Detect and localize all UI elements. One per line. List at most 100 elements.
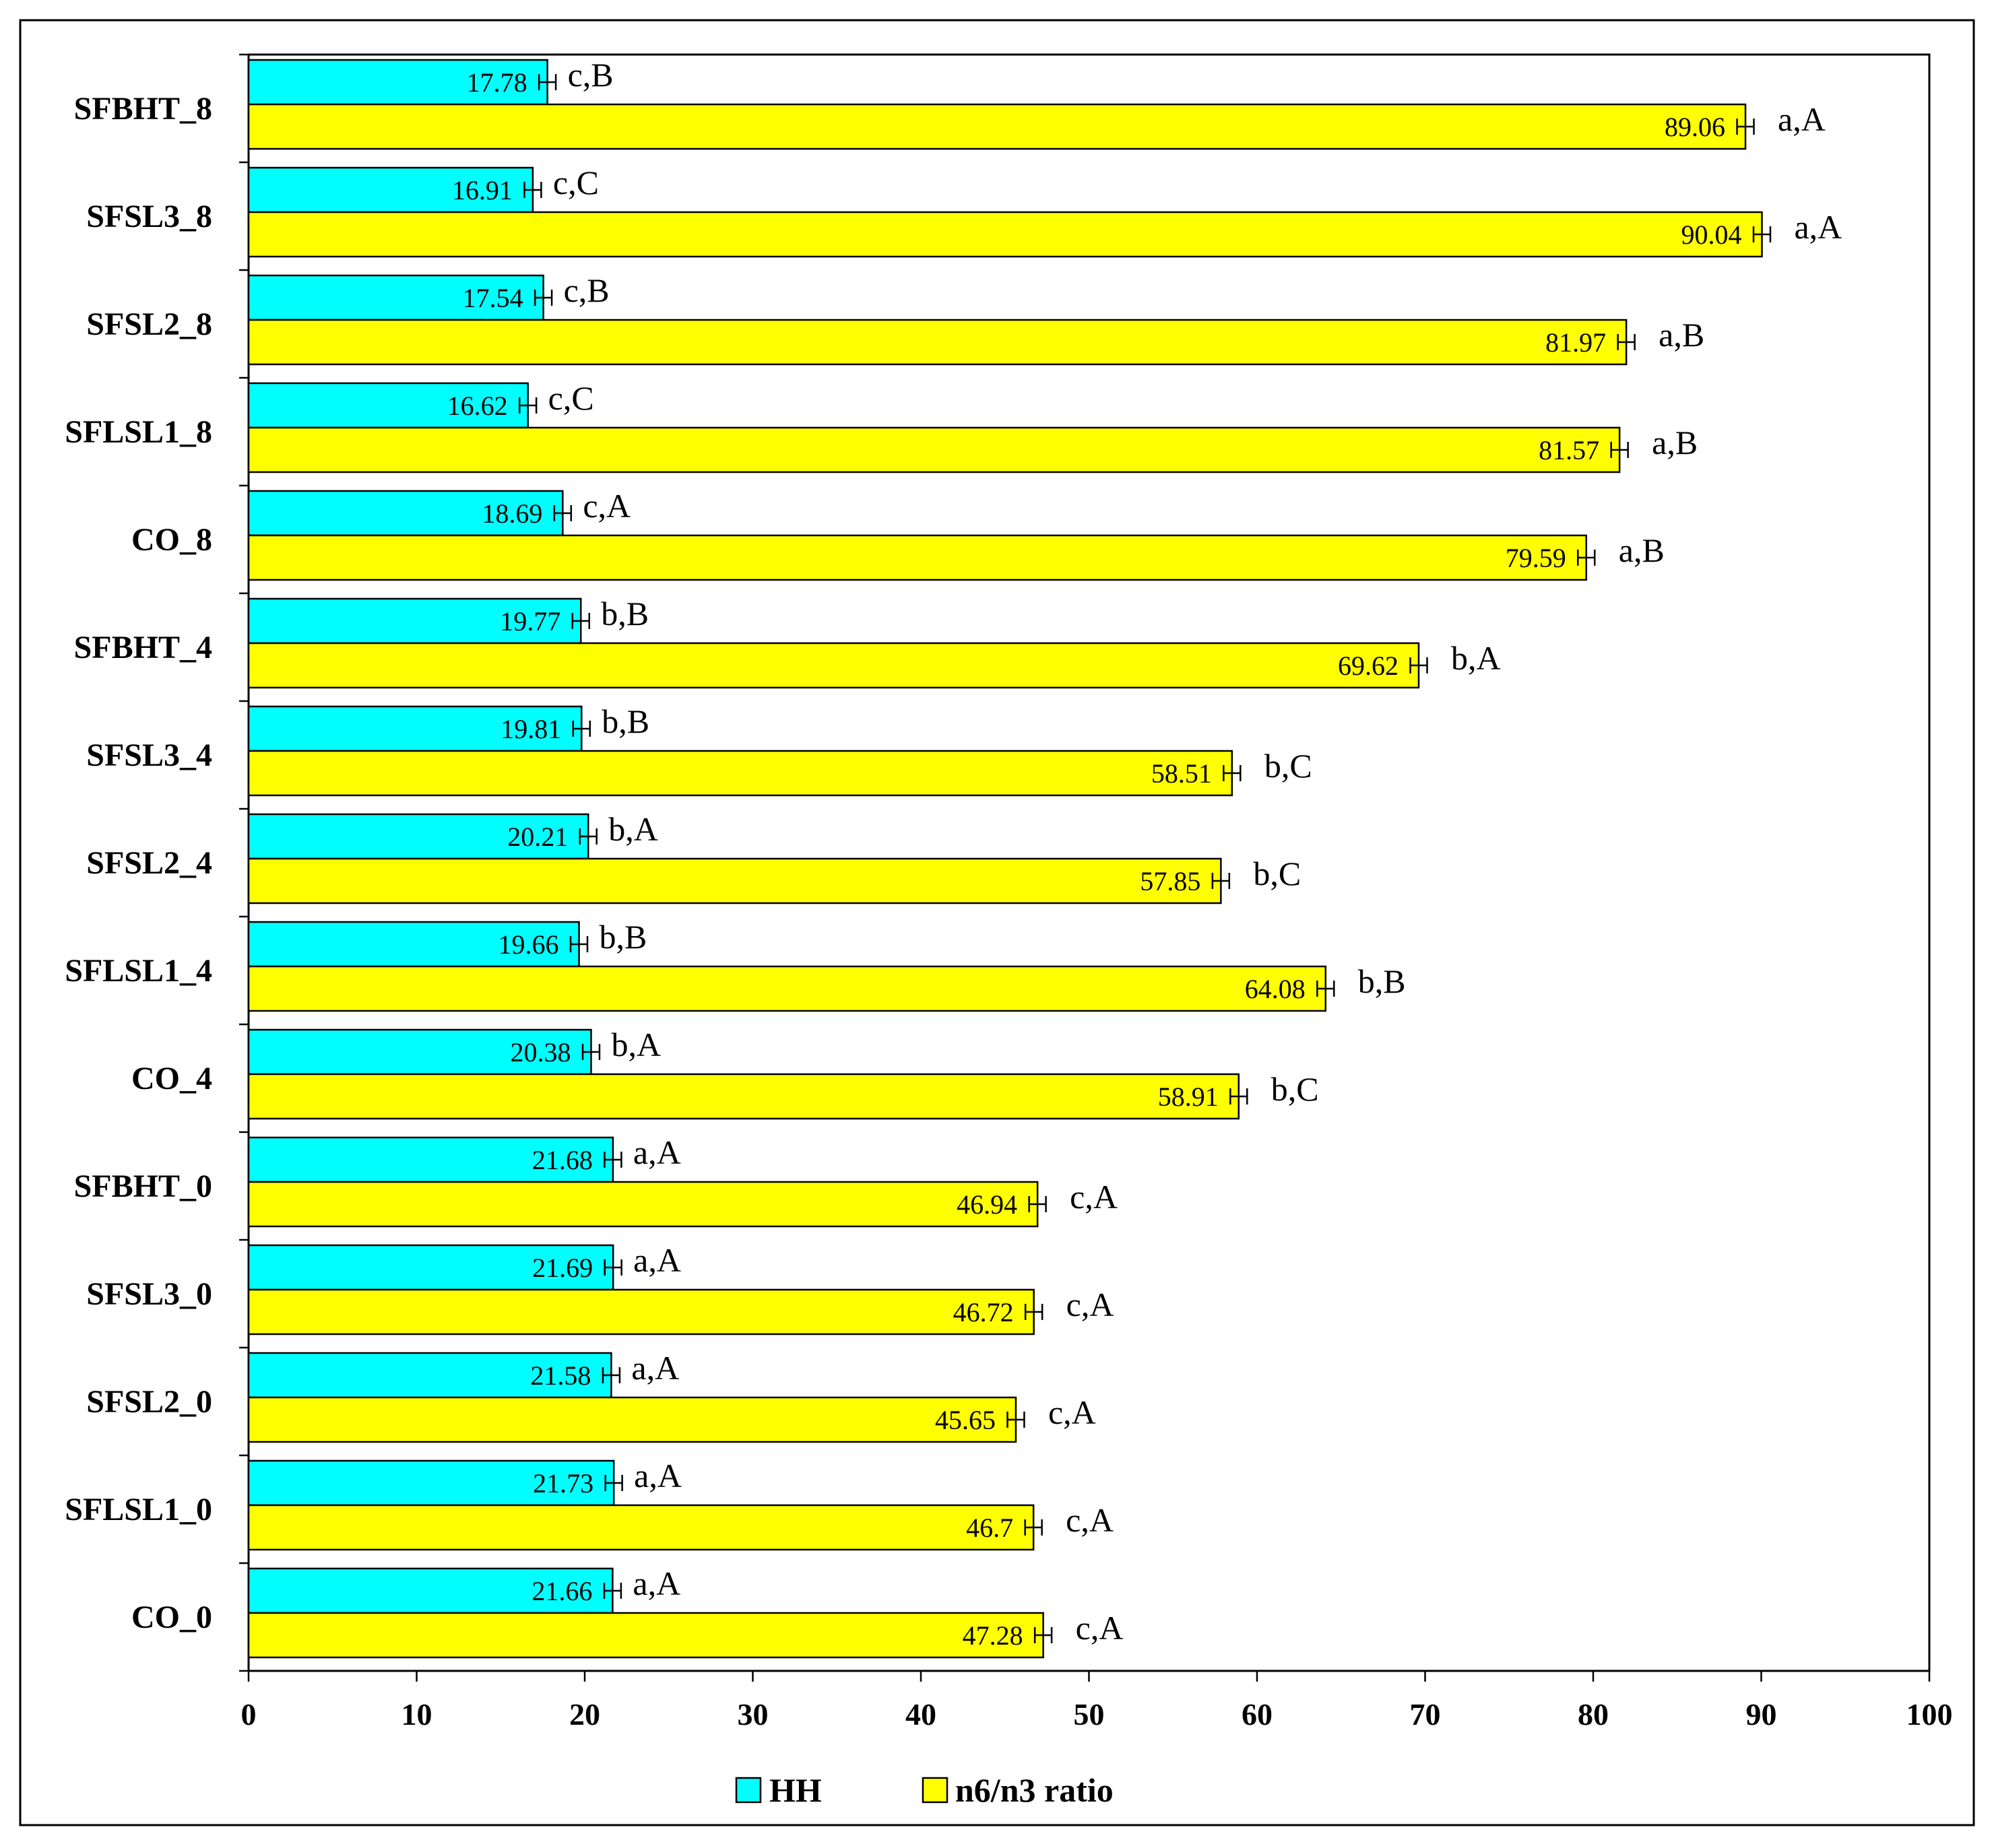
- significance-label: c,A: [1070, 1178, 1118, 1216]
- data-label: 58.91: [1158, 1082, 1219, 1112]
- bar-n6n3: [247, 103, 1747, 150]
- bar-hh: [247, 1136, 614, 1183]
- significance-label: b,C: [1271, 1070, 1319, 1108]
- data-label: 20.38: [510, 1037, 571, 1067]
- x-tick-label: 60: [1242, 1697, 1273, 1731]
- bars-layer: [247, 59, 1772, 1659]
- data-label: 81.97: [1545, 327, 1606, 358]
- data-label: 16.91: [452, 175, 513, 205]
- x-tick-label: 80: [1578, 1697, 1609, 1731]
- category-label: CO_0: [131, 1599, 212, 1635]
- significance-label: c,A: [1076, 1609, 1124, 1647]
- category-label: SFLSL1_4: [65, 953, 212, 989]
- significance-label: a,B: [1619, 531, 1665, 569]
- bar-n6n3: [247, 1612, 1044, 1659]
- data-label: 19.77: [500, 606, 560, 636]
- category-label: SFSL2_0: [86, 1384, 212, 1420]
- data-label: 21.58: [530, 1360, 591, 1391]
- significance-label: c,A: [583, 487, 631, 525]
- significance-label: b,B: [601, 595, 649, 632]
- bar-n6n3: [247, 426, 1621, 473]
- x-tick-label: 100: [1906, 1697, 1953, 1731]
- category-label: SFSL3_8: [86, 199, 212, 234]
- bar-n6n3: [247, 1288, 1035, 1335]
- bar-n6n3: [247, 1181, 1039, 1228]
- category-label: CO_8: [131, 522, 212, 558]
- significance-label: c,C: [548, 379, 594, 417]
- bar-hh: [247, 490, 564, 537]
- data-label: 21.73: [533, 1468, 593, 1498]
- category-label: SFLSL1_8: [65, 414, 212, 450]
- data-label: 46.94: [957, 1189, 1017, 1220]
- significance-label: a,A: [1778, 100, 1826, 138]
- data-label: 79.59: [1506, 543, 1566, 573]
- bar-hh: [247, 813, 589, 860]
- data-label: 16.62: [447, 391, 508, 421]
- legend-label: n6/n3 ratio: [955, 1771, 1114, 1809]
- labels-layer: SFBHT_8 17.78 c,B 89.06 a,A SFSL3_8 16.91 c,C 90…: [65, 56, 1842, 1651]
- bar-hh: [247, 705, 583, 752]
- significance-label: b,A: [611, 1026, 661, 1063]
- significance-label: c,B: [564, 271, 610, 309]
- significance-label: a,A: [633, 1241, 681, 1279]
- category-label: SFSL2_4: [86, 845, 212, 881]
- x-tick-label: 70: [1410, 1697, 1441, 1731]
- bar-hh: [247, 274, 544, 321]
- legend: HH n6/n3 ratio: [735, 1771, 1114, 1809]
- axis-layer: 0 10 20 30 40 50 60 70 80 90 100: [239, 53, 1953, 1731]
- bar-n6n3: [247, 319, 1628, 366]
- significance-label: a,A: [1794, 208, 1842, 246]
- category-label: SFLSL1_0: [65, 1492, 212, 1527]
- significance-label: b,B: [1358, 962, 1406, 1000]
- bar-n6n3: [247, 534, 1588, 581]
- significance-label: a,B: [1652, 424, 1698, 461]
- data-label: 89.06: [1665, 112, 1725, 142]
- category-label: SFSL3_4: [86, 737, 212, 773]
- x-tick-label: 30: [738, 1697, 769, 1731]
- bar-hh: [247, 597, 582, 645]
- bar-n6n3: [247, 965, 1327, 1012]
- data-label: 18.69: [482, 498, 542, 529]
- bar-hh: [247, 921, 580, 968]
- significance-label: b,B: [600, 918, 647, 956]
- data-label: 17.54: [463, 283, 523, 313]
- significance-label: a,B: [1659, 316, 1704, 354]
- category-label: SFSL2_8: [86, 306, 212, 342]
- category-label: SFBHT_4: [74, 630, 212, 665]
- data-label: 20.21: [507, 822, 568, 852]
- category-label: CO_4: [131, 1061, 212, 1096]
- bar-hh: [247, 1028, 592, 1076]
- category-label: SFSL3_0: [86, 1276, 212, 1312]
- significance-label: b,B: [602, 702, 649, 740]
- data-label: 21.68: [532, 1145, 593, 1175]
- bar-hh: [247, 166, 534, 213]
- x-tick-label: 40: [905, 1697, 936, 1731]
- significance-label: c,C: [553, 164, 599, 201]
- bar-hh: [247, 59, 548, 106]
- x-tick-label: 50: [1074, 1697, 1105, 1731]
- x-tick-label: 20: [569, 1697, 600, 1731]
- data-label: 57.85: [1140, 866, 1200, 896]
- bar-n6n3: [247, 750, 1233, 797]
- data-label: 45.65: [935, 1405, 996, 1435]
- bar-hh: [247, 1352, 612, 1399]
- data-label: 90.04: [1681, 220, 1741, 250]
- legend-swatch-n6n3: [922, 1777, 948, 1804]
- significance-label: a,A: [633, 1133, 681, 1171]
- data-label: 47.28: [963, 1620, 1023, 1651]
- legend-label: HH: [769, 1771, 822, 1809]
- bar-n6n3: [247, 642, 1420, 689]
- data-label: 46.72: [953, 1297, 1014, 1327]
- legend-swatch-hh: [735, 1777, 762, 1804]
- bar-n6n3: [247, 1396, 1017, 1443]
- data-label: 64.08: [1245, 974, 1306, 1004]
- bar-n6n3: [247, 1073, 1240, 1120]
- bar-hh: [247, 1459, 615, 1507]
- significance-label: c,A: [1048, 1393, 1096, 1431]
- bar-hh: [247, 1567, 614, 1614]
- category-label: SFBHT_0: [74, 1168, 212, 1204]
- x-tick-label: 0: [241, 1697, 257, 1731]
- significance-label: b,C: [1253, 855, 1301, 892]
